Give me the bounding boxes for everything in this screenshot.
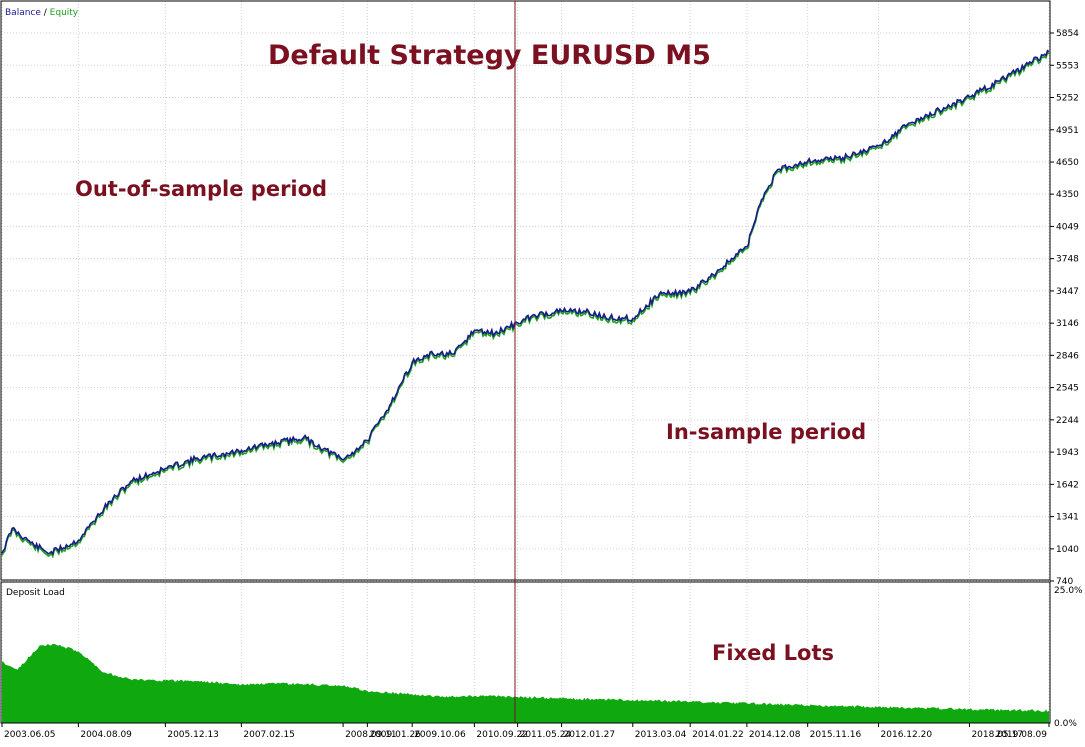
- x-tick-label: 2004.08.09: [80, 730, 132, 740]
- x-axis-ticks: 2003.06.05 2004.08.09 2005.12.13 2007.02.15…: [1, 723, 1050, 740]
- y-tick-label: 4350: [1056, 190, 1079, 200]
- x-tick-label: 2018.05.17: [971, 730, 1023, 740]
- y-tick-label: 2545: [1056, 384, 1079, 394]
- deposit-load-area: [2, 643, 1049, 723]
- balance-equity-series: [1, 49, 1050, 559]
- legend-separator: /: [41, 8, 50, 18]
- y-tick-label: 5252: [1056, 94, 1079, 104]
- x-tick-label: 2014.12.08: [749, 730, 801, 740]
- x-tick-label: 2012.01.27: [564, 730, 616, 740]
- y-tick-label: 3447: [1056, 287, 1079, 297]
- x-tick-label: 2013.03.04: [635, 730, 687, 740]
- x-tick-label: 2005.12.13: [167, 730, 219, 740]
- x-tick-label: 2019.08.09: [995, 730, 1047, 740]
- y-tick-label: 740: [1056, 577, 1073, 587]
- y-tick-label: 3748: [1056, 255, 1079, 265]
- y-tick-label: 1040: [1056, 545, 1079, 555]
- y-tick-label: 4650: [1056, 158, 1079, 168]
- x-tick-label: 2011.05.24: [520, 730, 572, 740]
- load-panel-frame: [0, 581, 1051, 724]
- x-tick-label: 2003.06.05: [4, 730, 56, 740]
- y-tick-label: 4049: [1056, 222, 1079, 232]
- legend-equity-label: Equity: [50, 8, 79, 18]
- load-y-axis-ticks: 25.0% 0.0%: [1054, 586, 1083, 729]
- y-tick-label: 1642: [1056, 480, 1079, 490]
- load-y-tick-label: 0.0%: [1054, 719, 1077, 729]
- y-tick-label: 1943: [1056, 448, 1079, 458]
- balance-line: [1, 49, 1050, 556]
- y-tick-label: 1341: [1056, 513, 1079, 523]
- load-y-tick-label: 25.0%: [1054, 586, 1083, 596]
- deposit-load-label: Deposit Load: [6, 588, 65, 598]
- y-tick-label: 5553: [1056, 61, 1079, 71]
- equity-line: [1, 51, 1050, 559]
- load-grid: [1, 583, 1050, 722]
- x-tick-label: 2016.12.20: [881, 730, 933, 740]
- y-tick-label: 2846: [1056, 351, 1079, 361]
- x-tick-label: 2009.01.26: [369, 730, 421, 740]
- legend-balance-label: Balance: [5, 8, 41, 18]
- fixed-lots-annotation: Fixed Lots: [712, 641, 834, 665]
- x-tick-label: 2010.09.22: [476, 730, 528, 740]
- x-tick-label: 2008.09.11: [345, 730, 397, 740]
- legend: Balance / Equity: [5, 8, 79, 18]
- y-tick-label: 4951: [1056, 126, 1079, 136]
- y-tick-label: 2244: [1056, 416, 1079, 426]
- in-sample-annotation: In-sample period: [666, 420, 866, 444]
- x-tick-label: 2009.10.06: [414, 730, 466, 740]
- out-of-sample-annotation: Out-of-sample period: [75, 177, 327, 201]
- y-tick-label: 3146: [1056, 319, 1079, 329]
- x-tick-label: 2015.11.16: [810, 730, 862, 740]
- chart-title: Default Strategy EURUSD M5: [268, 40, 711, 71]
- y-tick-label: 5854: [1056, 29, 1079, 39]
- main-y-axis-ticks: 5854 5553 5252 4951 4650 4350 4049 3748 3447 3146…: [1050, 29, 1079, 587]
- deposit-load-series: [2, 643, 1049, 723]
- x-tick-label: 2007.02.15: [243, 730, 295, 740]
- x-tick-label: 2014.01.22: [692, 730, 744, 740]
